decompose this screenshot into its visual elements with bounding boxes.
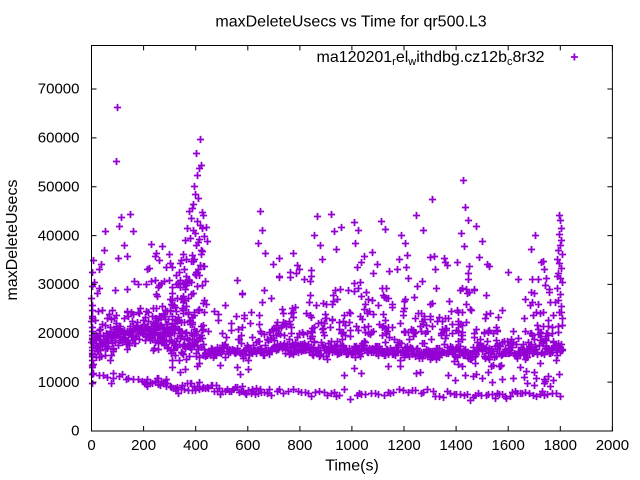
- svg-text:600: 600: [235, 437, 260, 454]
- svg-text:1200: 1200: [387, 437, 420, 454]
- svg-text:10000: 10000: [38, 374, 80, 391]
- svg-text:20000: 20000: [38, 325, 80, 342]
- svg-text:maxDeleteUsecs: maxDeleteUsecs: [4, 180, 21, 301]
- svg-text:Time(s): Time(s): [325, 458, 379, 475]
- svg-text:30000: 30000: [38, 276, 80, 293]
- svg-text:60000: 60000: [38, 130, 80, 147]
- svg-text:1800: 1800: [544, 437, 577, 454]
- svg-text:0: 0: [71, 423, 79, 440]
- svg-text:200: 200: [131, 437, 156, 454]
- svg-text:1400: 1400: [439, 437, 472, 454]
- svg-text:0: 0: [87, 437, 95, 454]
- svg-text:1600: 1600: [492, 437, 525, 454]
- svg-text:800: 800: [287, 437, 312, 454]
- svg-text:70000: 70000: [38, 81, 80, 98]
- svg-text:400: 400: [183, 437, 208, 454]
- svg-text:maxDeleteUsecs vs Time for qr5: maxDeleteUsecs vs Time for qr500.L3: [215, 13, 486, 30]
- svg-text:1000: 1000: [335, 437, 368, 454]
- svg-text:ma120201relwithdbg.cz12bc8r32: ma120201relwithdbg.cz12bc8r32: [317, 49, 545, 68]
- svg-text:40000: 40000: [38, 227, 80, 244]
- svg-text:50000: 50000: [38, 178, 80, 195]
- svg-text:2000: 2000: [596, 437, 629, 454]
